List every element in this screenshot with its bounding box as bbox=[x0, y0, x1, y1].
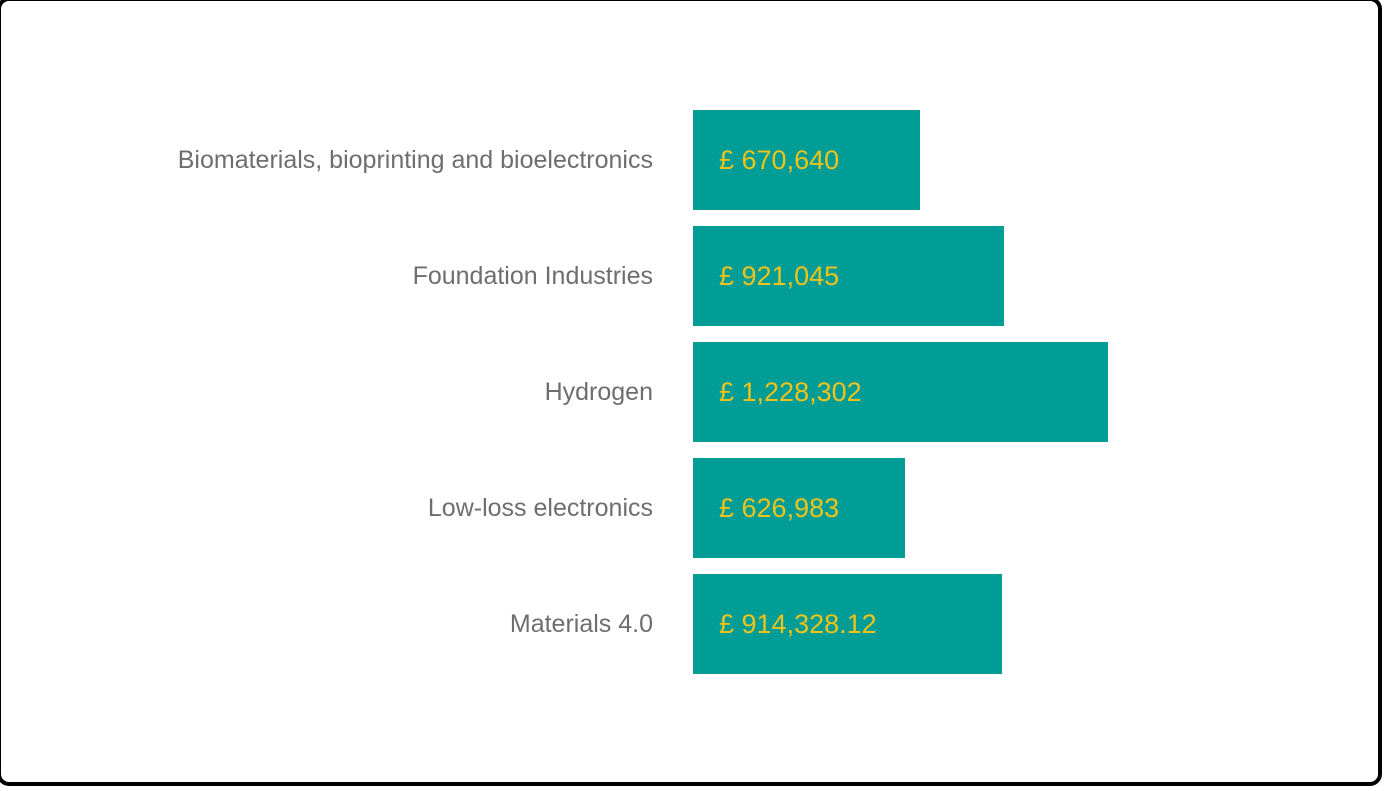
category-label: Low-loss electronics bbox=[427, 493, 653, 522]
category-label: Hydrogen bbox=[544, 377, 653, 406]
category-label: Materials 4.0 bbox=[509, 609, 653, 638]
bar: £ 914,328.12 bbox=[693, 574, 1002, 674]
value-label: £ 626,983 bbox=[719, 492, 840, 523]
chart-row: Foundation Industries £ 921,045 bbox=[0, 226, 1384, 326]
value-label: £ 670,640 bbox=[719, 144, 840, 175]
chart-row: Materials 4.0 £ 914,328.12 bbox=[0, 574, 1384, 674]
value-label: £ 1,228,302 bbox=[719, 376, 862, 407]
value-label: £ 921,045 bbox=[719, 260, 840, 291]
value-label: £ 914,328.12 bbox=[719, 608, 877, 639]
chart-row: Biomaterials, bioprinting and bioelectro… bbox=[0, 110, 1384, 210]
bar: £ 670,640 bbox=[693, 110, 920, 210]
bar: £ 626,983 bbox=[693, 458, 905, 558]
category-label: Biomaterials, bioprinting and bioelectro… bbox=[177, 145, 653, 174]
bar: £ 921,045 bbox=[693, 226, 1004, 326]
category-label: Foundation Industries bbox=[412, 261, 653, 290]
funding-bar-chart: Biomaterials, bioprinting and bioelectro… bbox=[0, 110, 1384, 674]
bar: £ 1,228,302 bbox=[693, 342, 1108, 442]
chart-rows: Biomaterials, bioprinting and bioelectro… bbox=[0, 110, 1384, 674]
chart-row: Low-loss electronics £ 626,983 bbox=[0, 458, 1384, 558]
chart-row: Hydrogen £ 1,228,302 bbox=[0, 342, 1384, 442]
